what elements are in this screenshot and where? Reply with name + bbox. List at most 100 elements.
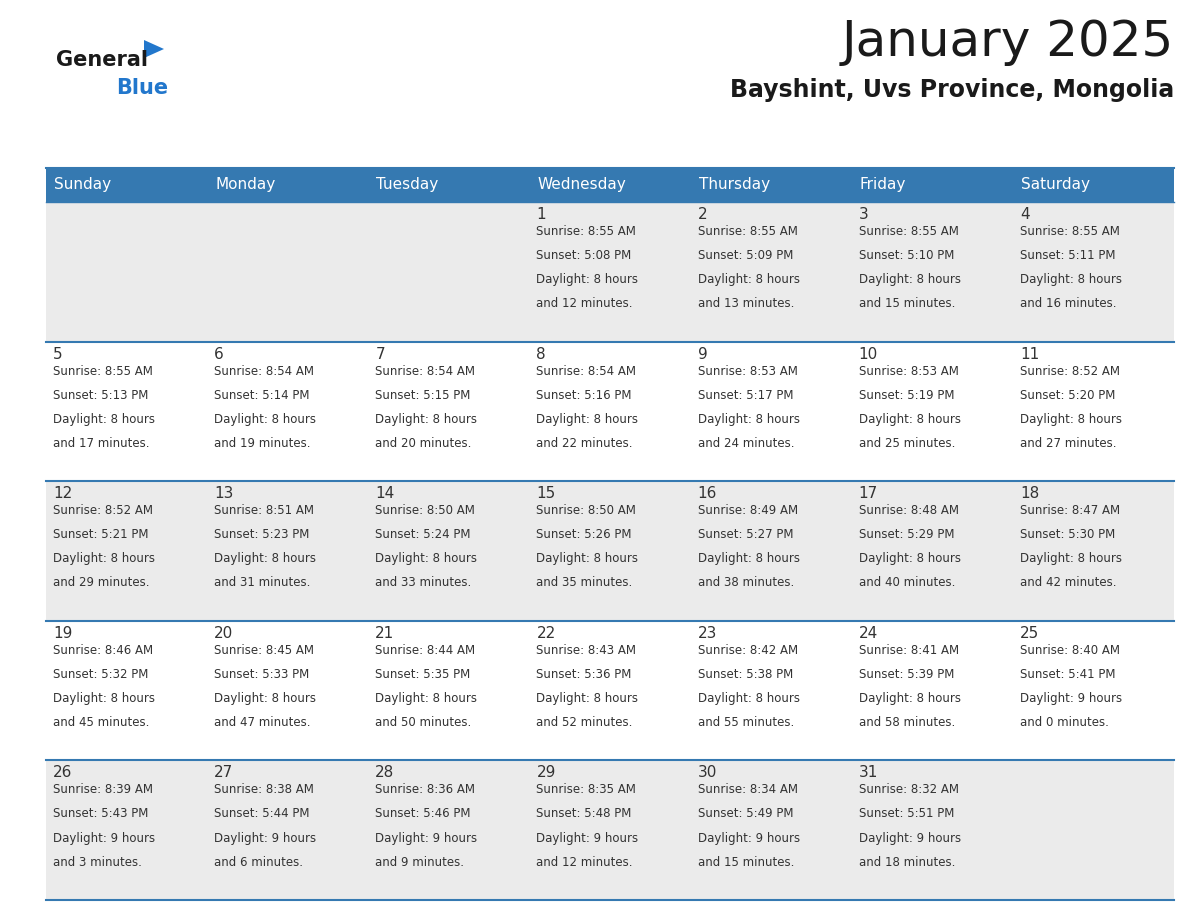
Text: and 13 minutes.: and 13 minutes.: [697, 297, 794, 310]
Text: Daylight: 8 hours: Daylight: 8 hours: [697, 553, 800, 565]
Text: Daylight: 8 hours: Daylight: 8 hours: [697, 274, 800, 286]
Text: 22: 22: [537, 626, 556, 641]
Text: Sunrise: 8:48 AM: Sunrise: 8:48 AM: [859, 504, 959, 517]
Text: Daylight: 8 hours: Daylight: 8 hours: [1019, 553, 1121, 565]
Bar: [690, 621, 852, 760]
Bar: [530, 621, 690, 760]
Text: Daylight: 8 hours: Daylight: 8 hours: [1019, 413, 1121, 426]
Text: 20: 20: [214, 626, 233, 641]
Bar: [46, 760, 207, 900]
Text: 16: 16: [697, 487, 716, 501]
Bar: [1013, 168, 1174, 202]
Text: and 40 minutes.: and 40 minutes.: [859, 577, 955, 589]
Text: Sunrise: 8:34 AM: Sunrise: 8:34 AM: [697, 783, 797, 797]
Bar: [46, 341, 207, 481]
Text: 28: 28: [375, 766, 394, 780]
Text: 9: 9: [697, 347, 707, 362]
Bar: [368, 760, 530, 900]
Text: and 24 minutes.: and 24 minutes.: [697, 437, 794, 450]
Bar: [368, 202, 530, 341]
Text: and 35 minutes.: and 35 minutes.: [537, 577, 633, 589]
Text: and 17 minutes.: and 17 minutes.: [53, 437, 150, 450]
Text: Daylight: 9 hours: Daylight: 9 hours: [53, 832, 156, 845]
Bar: [368, 481, 530, 621]
Text: Sunrise: 8:36 AM: Sunrise: 8:36 AM: [375, 783, 475, 797]
Text: 17: 17: [859, 487, 878, 501]
Text: Daylight: 9 hours: Daylight: 9 hours: [537, 832, 639, 845]
Text: Sunrise: 8:43 AM: Sunrise: 8:43 AM: [537, 644, 637, 656]
Text: and 50 minutes.: and 50 minutes.: [375, 716, 472, 729]
Text: 29: 29: [537, 766, 556, 780]
Text: Sunset: 5:49 PM: Sunset: 5:49 PM: [697, 808, 794, 821]
Text: Daylight: 8 hours: Daylight: 8 hours: [375, 692, 478, 705]
Text: Sunrise: 8:55 AM: Sunrise: 8:55 AM: [53, 364, 153, 377]
Text: Daylight: 8 hours: Daylight: 8 hours: [537, 553, 638, 565]
Text: 2: 2: [697, 207, 707, 222]
Bar: [1013, 760, 1174, 900]
Text: Sunset: 5:14 PM: Sunset: 5:14 PM: [214, 388, 310, 402]
Text: Sunset: 5:27 PM: Sunset: 5:27 PM: [697, 528, 794, 542]
Bar: [530, 168, 690, 202]
Text: Sunrise: 8:53 AM: Sunrise: 8:53 AM: [697, 364, 797, 377]
Text: Daylight: 9 hours: Daylight: 9 hours: [697, 832, 800, 845]
Text: and 38 minutes.: and 38 minutes.: [697, 577, 794, 589]
Text: Daylight: 8 hours: Daylight: 8 hours: [53, 692, 154, 705]
Text: Sunrise: 8:50 AM: Sunrise: 8:50 AM: [537, 504, 637, 517]
Bar: [46, 202, 207, 341]
Text: Sunset: 5:13 PM: Sunset: 5:13 PM: [53, 388, 148, 402]
Text: 24: 24: [859, 626, 878, 641]
Text: Tuesday: Tuesday: [377, 177, 438, 193]
Text: Daylight: 9 hours: Daylight: 9 hours: [1019, 692, 1121, 705]
Text: and 31 minutes.: and 31 minutes.: [214, 577, 310, 589]
Text: 5: 5: [53, 347, 63, 362]
Text: 14: 14: [375, 487, 394, 501]
Bar: [690, 202, 852, 341]
Text: 4: 4: [1019, 207, 1030, 222]
Bar: [852, 341, 1013, 481]
Bar: [207, 168, 368, 202]
Text: 26: 26: [53, 766, 72, 780]
Text: Daylight: 8 hours: Daylight: 8 hours: [1019, 274, 1121, 286]
Text: Monday: Monday: [215, 177, 276, 193]
Text: Sunrise: 8:42 AM: Sunrise: 8:42 AM: [697, 644, 797, 656]
Bar: [368, 621, 530, 760]
Text: Sunday: Sunday: [53, 177, 112, 193]
Text: and 55 minutes.: and 55 minutes.: [697, 716, 794, 729]
Text: 7: 7: [375, 347, 385, 362]
Text: Sunset: 5:23 PM: Sunset: 5:23 PM: [214, 528, 310, 542]
Text: Sunrise: 8:54 AM: Sunrise: 8:54 AM: [214, 364, 314, 377]
Text: Sunrise: 8:35 AM: Sunrise: 8:35 AM: [537, 783, 637, 797]
Text: Daylight: 8 hours: Daylight: 8 hours: [537, 692, 638, 705]
Text: Daylight: 9 hours: Daylight: 9 hours: [859, 832, 961, 845]
Text: Sunset: 5:46 PM: Sunset: 5:46 PM: [375, 808, 470, 821]
Text: 8: 8: [537, 347, 546, 362]
Bar: [46, 168, 207, 202]
Text: and 15 minutes.: and 15 minutes.: [697, 856, 794, 868]
Bar: [1013, 621, 1174, 760]
Text: Sunset: 5:08 PM: Sunset: 5:08 PM: [537, 249, 632, 262]
Text: Daylight: 8 hours: Daylight: 8 hours: [697, 413, 800, 426]
Text: Sunset: 5:36 PM: Sunset: 5:36 PM: [537, 668, 632, 681]
Text: Sunset: 5:10 PM: Sunset: 5:10 PM: [859, 249, 954, 262]
Bar: [690, 341, 852, 481]
Text: and 42 minutes.: and 42 minutes.: [1019, 577, 1117, 589]
Text: and 12 minutes.: and 12 minutes.: [537, 856, 633, 868]
Bar: [207, 760, 368, 900]
Text: Daylight: 8 hours: Daylight: 8 hours: [53, 413, 154, 426]
Text: and 12 minutes.: and 12 minutes.: [537, 297, 633, 310]
Text: Sunset: 5:51 PM: Sunset: 5:51 PM: [859, 808, 954, 821]
Text: January 2025: January 2025: [842, 18, 1174, 66]
Text: and 45 minutes.: and 45 minutes.: [53, 716, 150, 729]
Text: Sunset: 5:35 PM: Sunset: 5:35 PM: [375, 668, 470, 681]
Text: Sunset: 5:20 PM: Sunset: 5:20 PM: [1019, 388, 1116, 402]
Text: Sunset: 5:24 PM: Sunset: 5:24 PM: [375, 528, 470, 542]
Bar: [207, 621, 368, 760]
Text: Saturday: Saturday: [1020, 177, 1089, 193]
Text: Daylight: 8 hours: Daylight: 8 hours: [53, 553, 154, 565]
Text: Daylight: 8 hours: Daylight: 8 hours: [375, 553, 478, 565]
Text: Sunset: 5:41 PM: Sunset: 5:41 PM: [1019, 668, 1116, 681]
Text: Sunset: 5:19 PM: Sunset: 5:19 PM: [859, 388, 954, 402]
Text: Sunset: 5:11 PM: Sunset: 5:11 PM: [1019, 249, 1116, 262]
Bar: [852, 621, 1013, 760]
Bar: [530, 481, 690, 621]
